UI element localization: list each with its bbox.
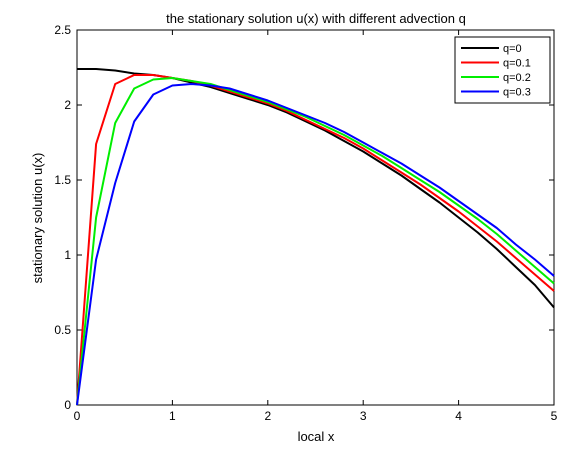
y-tick-label: 2 [64, 98, 71, 112]
x-tick-label: 5 [551, 409, 558, 423]
series-line-q=0.2 [76, 77, 555, 406]
series-line-q=0.1 [76, 74, 555, 406]
legend: q=0 q=0.1 q=0.2 q=0.3 [454, 36, 551, 104]
series-line-q=0.3 [76, 83, 555, 406]
legend-label: q=0.2 [503, 72, 531, 84]
x-tick-label: 2 [264, 409, 271, 423]
y-tick-label: 0 [64, 398, 71, 412]
y-tick-label: 0.5 [54, 323, 71, 337]
y-tick-label: 2.5 [54, 23, 71, 37]
x-tick-label: 0 [74, 409, 81, 423]
x-axis-label: local x [298, 429, 335, 444]
y-tick-label: 1 [64, 248, 71, 262]
legend-label: q=0 [503, 43, 522, 55]
legend-label: q=0.1 [503, 58, 531, 70]
x-tick-label: 1 [169, 409, 176, 423]
x-tick-label: 3 [360, 409, 367, 423]
legend-label: q=0.3 [503, 87, 531, 99]
x-tick-label: 4 [455, 409, 462, 423]
y-axis-label: stationary solution u(x) [30, 153, 45, 284]
chart-title: the stationary solution u(x) with differ… [166, 11, 466, 26]
y-tick-label: 1.5 [54, 173, 71, 187]
